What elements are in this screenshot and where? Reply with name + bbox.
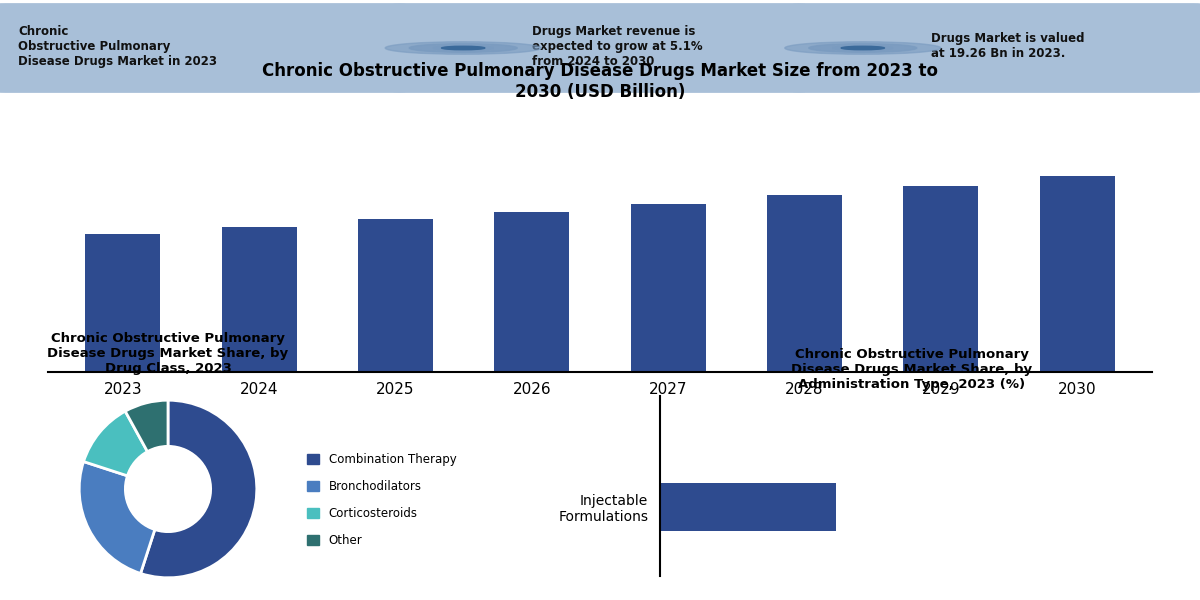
- Wedge shape: [84, 411, 148, 476]
- Bar: [1039, 176, 1115, 372]
- Text: Drugs Market is valued
at 19.26 Bn in 2023.: Drugs Market is valued at 19.26 Bn in 20…: [931, 32, 1085, 60]
- Wedge shape: [125, 400, 168, 452]
- Bar: [660, 482, 836, 531]
- Bar: [494, 212, 569, 372]
- Text: Chronic
Obstructive Pulmonary
Disease Drugs Market in 2023: Chronic Obstructive Pulmonary Disease Dr…: [18, 25, 217, 68]
- Title: Chronic Obstructive Pulmonary
Disease Drugs Market Share, by
Drug Class, 2023: Chronic Obstructive Pulmonary Disease Dr…: [48, 332, 288, 376]
- Legend: Combination Therapy, Bronchodilators, Corticosteroids, Other: Combination Therapy, Bronchodilators, Co…: [302, 448, 461, 552]
- Bar: [767, 195, 842, 372]
- Bar: [631, 203, 706, 372]
- Circle shape: [833, 46, 893, 50]
- Wedge shape: [79, 461, 155, 574]
- Bar: [85, 234, 161, 372]
- Circle shape: [433, 46, 493, 50]
- Bar: [358, 220, 433, 372]
- Circle shape: [385, 42, 541, 54]
- Bar: [904, 186, 978, 372]
- FancyBboxPatch shape: [793, 4, 1200, 92]
- Text: Drugs Market revenue is
expected to grow at 5.1%
from 2024 to 2030: Drugs Market revenue is expected to grow…: [532, 25, 702, 68]
- Wedge shape: [140, 400, 257, 578]
- Title: Chronic Obstructive Pulmonary Disease Drugs Market Size from 2023 to
2030 (USD B: Chronic Obstructive Pulmonary Disease Dr…: [262, 62, 938, 101]
- Circle shape: [841, 46, 884, 50]
- Title: Chronic Obstructive Pulmonary
Disease Drugs Market Share, by
Administration Type: Chronic Obstructive Pulmonary Disease Dr…: [792, 347, 1032, 391]
- Circle shape: [125, 446, 211, 532]
- FancyBboxPatch shape: [0, 4, 406, 92]
- Circle shape: [409, 44, 517, 52]
- Circle shape: [809, 44, 917, 52]
- FancyBboxPatch shape: [394, 4, 805, 92]
- Bar: [222, 227, 296, 372]
- Circle shape: [442, 46, 485, 50]
- Circle shape: [785, 42, 941, 54]
